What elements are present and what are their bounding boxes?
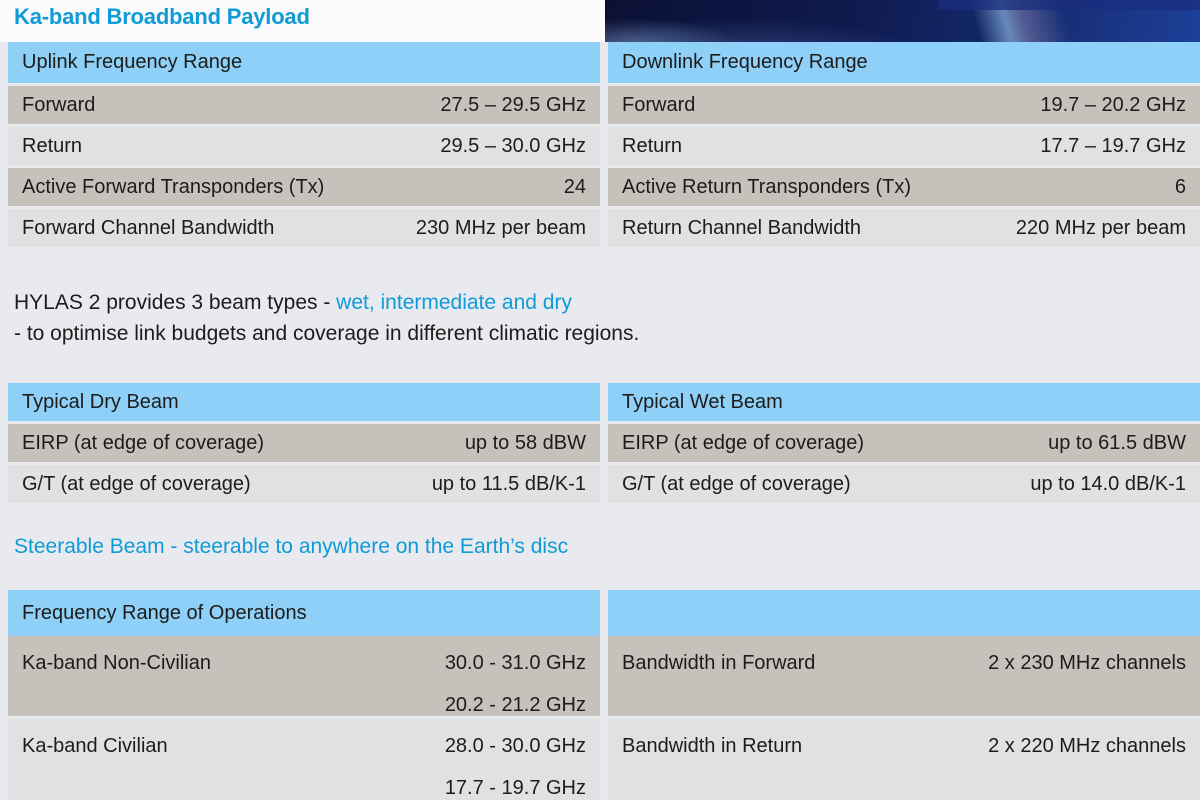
- downlink-table: Downlink Frequency Range Forward 19.7 – …: [608, 42, 1200, 247]
- row-value: 220 MHz per beam: [1015, 216, 1186, 239]
- operations-right-column: Bandwidth in Forward 2 x 230 MHz channel…: [608, 590, 1200, 800]
- row-value: 29.5 – 30.0 GHz: [440, 134, 586, 157]
- wet-beam-table: Typical Wet Beam EIRP (at edge of covera…: [608, 383, 1200, 503]
- row-value: 230 MHz per beam: [415, 216, 586, 239]
- row-values: 2 x 230 MHz channels: [988, 636, 1186, 684]
- operations-table: Frequency Range of Operations Ka-band No…: [8, 590, 1200, 800]
- row-value: 24: [563, 175, 586, 198]
- dry-beam-table: Typical Dry Beam EIRP (at edge of covera…: [8, 383, 600, 503]
- row-label: EIRP (at edge of coverage): [622, 431, 864, 454]
- table-row: Ka-band Civilian 28.0 - 30.0 GHz 17.7 - …: [8, 719, 600, 800]
- row-label: Bandwidth in Forward: [622, 652, 816, 674]
- page-title: Ka-band Broadband Payload: [14, 4, 310, 29]
- uplink-table: Uplink Frequency Range Forward 27.5 – 29…: [8, 42, 600, 247]
- table-row: Bandwidth in Return 2 x 220 MHz channels: [608, 719, 1200, 800]
- row-label: EIRP (at edge of coverage): [22, 431, 264, 454]
- row-value: 20.2 - 21.2 GHz: [444, 694, 586, 716]
- dry-beam-header: Typical Dry Beam: [8, 383, 600, 421]
- row-label: Bandwidth in Return: [622, 735, 803, 757]
- row-value: up to 14.0 dB/K-1: [1030, 472, 1186, 495]
- row-value: up to 11.5 dB/K-1: [431, 472, 586, 495]
- table-row: G/T (at edge of coverage) up to 14.0 dB/…: [608, 465, 1200, 503]
- operations-header: Frequency Range of Operations: [8, 590, 600, 636]
- operations-left-column: Frequency Range of Operations Ka-band No…: [8, 590, 600, 800]
- earth-space-photo: [605, 0, 1200, 42]
- table-row: EIRP (at edge of coverage) up to 61.5 dB…: [608, 424, 1200, 462]
- row-value: 2 x 230 MHz channels: [988, 652, 1186, 674]
- beam-note-prefix: HYLAS 2 provides 3 beam types -: [14, 291, 337, 314]
- table-row: Return Channel Bandwidth 220 MHz per bea…: [608, 209, 1200, 247]
- table-row: Forward Channel Bandwidth 230 MHz per be…: [8, 209, 600, 247]
- row-values: 28.0 - 30.0 GHz 17.7 - 19.7 GHz: [445, 719, 586, 800]
- beam-note-line2: - to optimise link budgets and coverage …: [14, 322, 640, 345]
- row-value: up to 61.5 dBW: [1048, 431, 1186, 454]
- beam-tables: Typical Dry Beam EIRP (at edge of covera…: [8, 383, 1200, 503]
- row-values: 30.0 - 31.0 GHz 20.2 - 21.2 GHz: [445, 636, 586, 726]
- row-label: Return: [22, 134, 83, 157]
- table-row: Active Forward Transponders (Tx) 24: [8, 168, 600, 206]
- row-value: 17.7 – 19.7 GHz: [1040, 134, 1186, 157]
- row-value: up to 58 dBW: [464, 431, 586, 454]
- row-label: Forward: [22, 93, 96, 116]
- row-label: Ka-band Non-Civilian: [22, 652, 211, 674]
- table-row: G/T (at edge of coverage) up to 11.5 dB/…: [8, 465, 600, 503]
- row-label: G/T (at edge of coverage): [622, 472, 851, 495]
- table-row: Forward 19.7 – 20.2 GHz: [608, 86, 1200, 124]
- row-label: G/T (at edge of coverage): [22, 472, 251, 495]
- beam-note-line1: HYLAS 2 provides 3 beam types - wet, int…: [14, 287, 639, 318]
- table-row: Ka-band Non-Civilian 30.0 - 31.0 GHz 20.…: [8, 636, 600, 716]
- row-label: Active Forward Transponders (Tx): [22, 175, 325, 198]
- beam-types-note: HYLAS 2 provides 3 beam types - wet, int…: [14, 287, 639, 349]
- table-row: Bandwidth in Forward 2 x 230 MHz channel…: [608, 636, 1200, 716]
- row-value: 19.7 – 20.2 GHz: [1040, 93, 1186, 116]
- frequency-tables: Uplink Frequency Range Forward 27.5 – 29…: [8, 42, 1200, 247]
- steerable-beam-note: Steerable Beam - steerable to anywhere o…: [14, 535, 569, 558]
- table-row: Return 17.7 – 19.7 GHz: [608, 127, 1200, 165]
- row-value: 2 x 220 MHz channels: [988, 735, 1186, 757]
- row-value: 30.0 - 31.0 GHz: [444, 652, 586, 674]
- uplink-header: Uplink Frequency Range: [8, 42, 600, 83]
- row-value: 27.5 – 29.5 GHz: [440, 93, 586, 116]
- table-row: Return 29.5 – 30.0 GHz: [8, 127, 600, 165]
- table-row: EIRP (at edge of coverage) up to 58 dBW: [8, 424, 600, 462]
- row-values: 2 x 220 MHz channels: [988, 719, 1186, 767]
- table-row: Active Return Transponders (Tx) 6: [608, 168, 1200, 206]
- row-label: Ka-band Civilian: [22, 735, 168, 757]
- row-value: 17.7 - 19.7 GHz: [444, 777, 586, 799]
- row-label: Return Channel Bandwidth: [622, 216, 862, 239]
- downlink-header: Downlink Frequency Range: [608, 42, 1200, 83]
- row-label: Active Return Transponders (Tx): [622, 175, 911, 198]
- row-label: Return: [622, 134, 683, 157]
- row-value: 6: [1174, 175, 1186, 198]
- operations-header-spacer: [608, 590, 1200, 636]
- beam-note-highlight: wet, intermediate and dry: [336, 291, 572, 314]
- row-value: 28.0 - 30.0 GHz: [444, 735, 586, 757]
- row-label: Forward: [622, 93, 696, 116]
- row-label: Forward Channel Bandwidth: [22, 216, 275, 239]
- wet-beam-header: Typical Wet Beam: [608, 383, 1200, 421]
- table-row: Forward 27.5 – 29.5 GHz: [8, 86, 600, 124]
